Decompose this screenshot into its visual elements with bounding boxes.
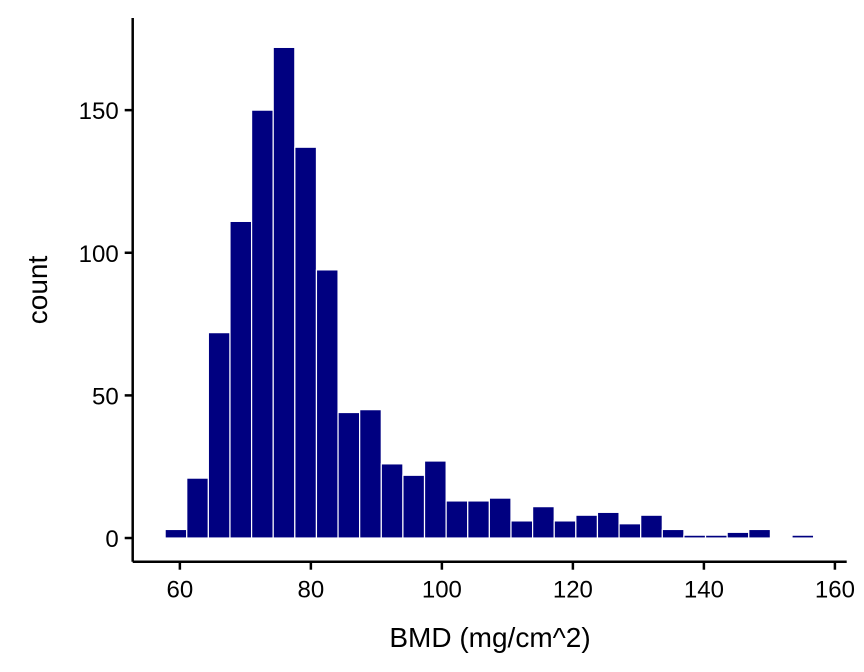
x-tick-label: 140 xyxy=(684,577,724,604)
histogram-bar xyxy=(294,146,318,539)
bars-group xyxy=(164,46,815,539)
histogram-bar xyxy=(488,497,512,539)
histogram-bar xyxy=(748,528,771,539)
histogram-bar xyxy=(510,520,534,539)
y-tick-label: 50 xyxy=(92,383,119,410)
histogram-bar xyxy=(207,332,231,539)
x-tick-label: 120 xyxy=(553,577,593,604)
histogram-bar xyxy=(164,528,188,539)
histogram-bar xyxy=(704,534,728,539)
histogram-bar xyxy=(618,523,642,539)
y-tick-label: 0 xyxy=(105,526,118,553)
histogram-bar xyxy=(726,531,750,539)
x-tick-label: 160 xyxy=(815,577,855,604)
histogram-bar xyxy=(683,534,707,539)
x-tick-label: 100 xyxy=(422,577,462,604)
histogram-bar xyxy=(445,500,469,539)
histogram-bar xyxy=(315,269,339,539)
x-ticks: 60 80 100 120 140 160 xyxy=(167,561,855,604)
histogram-bar xyxy=(250,109,274,539)
histogram-bar xyxy=(337,411,361,539)
histogram-bar xyxy=(380,463,404,539)
histogram-bar xyxy=(467,500,490,539)
histogram-bar xyxy=(186,477,209,539)
x-tick-label: 60 xyxy=(167,577,194,604)
x-tick-label: 80 xyxy=(298,577,325,604)
histogram-bar xyxy=(596,511,620,539)
histogram-bar xyxy=(272,46,296,539)
y-ticks: 0 50 100 150 xyxy=(79,98,133,553)
histogram-bar xyxy=(661,528,685,539)
y-tick-label: 100 xyxy=(79,241,119,268)
histogram-bar xyxy=(553,520,577,539)
y-tick-label: 150 xyxy=(79,98,119,125)
histogram-bar xyxy=(402,474,426,539)
histogram-bar xyxy=(423,460,447,539)
y-axis-title: count xyxy=(22,256,53,325)
histogram-bar xyxy=(359,409,382,539)
histogram-bar xyxy=(575,514,599,539)
x-axis-title: BMD (mg/cm^2) xyxy=(389,622,590,653)
histogram-bar xyxy=(532,506,555,539)
histogram-bar xyxy=(640,514,663,539)
histogram-bar xyxy=(229,220,253,539)
histogram-bar xyxy=(791,534,815,539)
